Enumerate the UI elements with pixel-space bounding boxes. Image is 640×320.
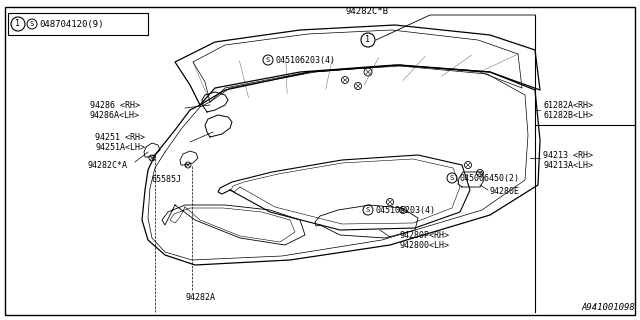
Text: 94282A: 94282A bbox=[185, 293, 215, 302]
Text: S: S bbox=[30, 21, 34, 27]
Text: 045106203(4): 045106203(4) bbox=[376, 205, 436, 214]
Text: 65585J: 65585J bbox=[152, 175, 182, 185]
Text: 045106203(4): 045106203(4) bbox=[276, 55, 336, 65]
Text: A941001098: A941001098 bbox=[581, 303, 635, 312]
Bar bbox=[8, 13, 148, 35]
Text: 94282C*A: 94282C*A bbox=[88, 161, 128, 170]
Text: 94213A<LH>: 94213A<LH> bbox=[543, 161, 593, 170]
Text: 94280E: 94280E bbox=[490, 188, 520, 196]
Text: 94280P<RH>: 94280P<RH> bbox=[400, 230, 450, 239]
Text: 61282A<RH>: 61282A<RH> bbox=[543, 100, 593, 109]
Text: 94286 <RH>: 94286 <RH> bbox=[90, 100, 140, 109]
Text: 1: 1 bbox=[365, 36, 371, 44]
Text: 942800<LH>: 942800<LH> bbox=[400, 241, 450, 250]
Text: 94286A<LH>: 94286A<LH> bbox=[90, 110, 140, 119]
Text: 048704120(9): 048704120(9) bbox=[39, 20, 104, 28]
Text: 94251A<LH>: 94251A<LH> bbox=[95, 143, 145, 153]
Text: 94251 <RH>: 94251 <RH> bbox=[95, 133, 145, 142]
Text: 94213 <RH>: 94213 <RH> bbox=[543, 150, 593, 159]
Text: 94282C*B: 94282C*B bbox=[345, 7, 388, 17]
Text: S: S bbox=[366, 207, 370, 213]
Text: 61282B<LH>: 61282B<LH> bbox=[543, 110, 593, 119]
Text: 1: 1 bbox=[15, 20, 20, 28]
Text: S: S bbox=[266, 57, 270, 63]
Text: 045006450(2): 045006450(2) bbox=[460, 173, 520, 182]
Text: S: S bbox=[450, 175, 454, 181]
